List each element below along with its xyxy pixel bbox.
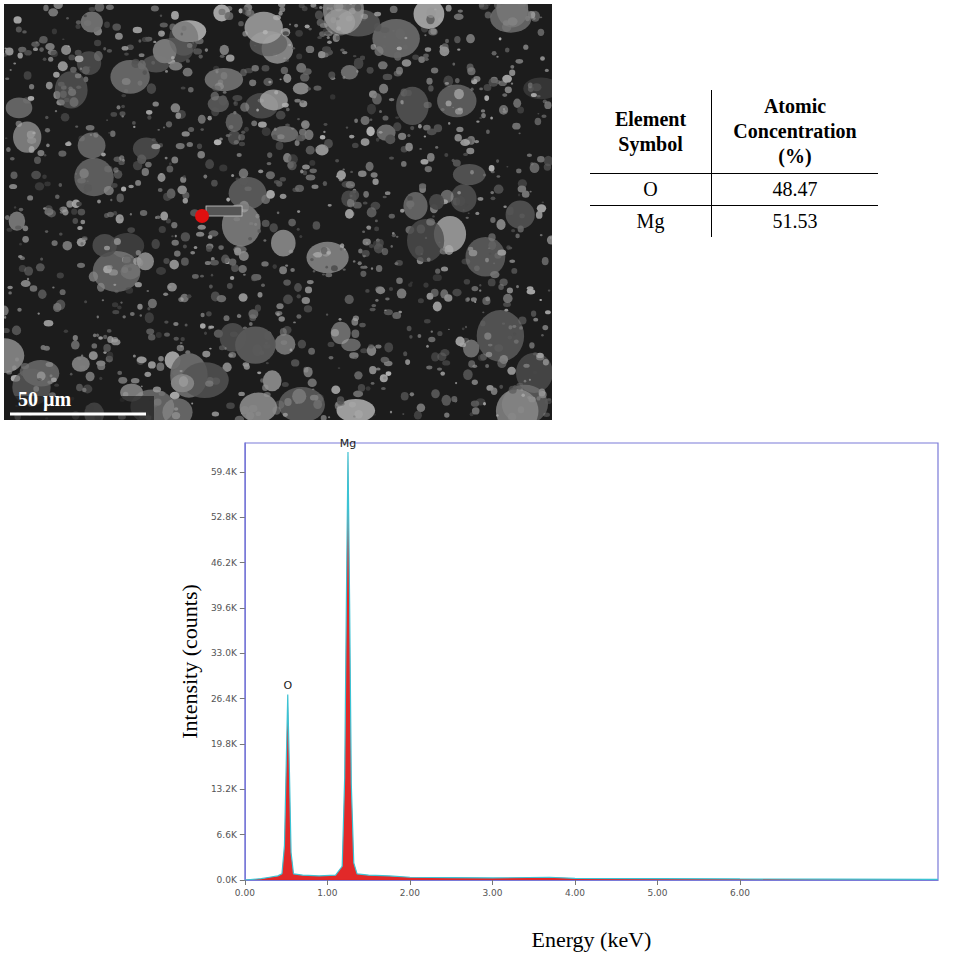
svg-text:Mg: Mg [340, 437, 356, 450]
svg-text:13.2K: 13.2K [211, 784, 238, 794]
svg-text:52.8K: 52.8K [211, 512, 238, 522]
html-text:Mg: Mg [636, 210, 665, 232]
svg-text:50 µm: 50 µm [18, 388, 72, 411]
svg-text:59.4K: 59.4K [211, 467, 238, 477]
svg-text:Intensity (counts): Intensity (counts) [177, 584, 202, 739]
svg-text:6.6K: 6.6K [217, 830, 238, 840]
svg-text:5.00: 5.00 [647, 888, 667, 898]
svg-text:26.4K: 26.4K [211, 694, 238, 704]
svg-text:0.00: 0.00 [235, 888, 255, 898]
html-text:O: O [643, 178, 658, 200]
html-text:48.47: 48.47 [772, 178, 818, 200]
svg-text:1.00: 1.00 [317, 888, 337, 898]
svg-text:46.2K: 46.2K [211, 558, 238, 568]
svg-text:3.00: 3.00 [482, 888, 502, 898]
svg-text:Energy (keV): Energy (keV) [531, 927, 651, 952]
svg-text:33.0K: 33.0K [211, 648, 238, 658]
svg-text:2.00: 2.00 [400, 888, 420, 898]
svg-text:19.8K: 19.8K [211, 739, 238, 749]
svg-text:0.0K: 0.0K [217, 875, 238, 885]
svg-text:39.6K: 39.6K [211, 603, 238, 613]
html-text:Element Symbol: Element Symbol [615, 107, 686, 155]
svg-text:6.00: 6.00 [730, 888, 750, 898]
html-text:Atomic Concentration (%): Atomic Concentration (%) [733, 95, 857, 167]
svg-text:4.00: 4.00 [565, 888, 585, 898]
html-text:51.53: 51.53 [772, 210, 818, 232]
svg-text:O: O [283, 679, 292, 692]
